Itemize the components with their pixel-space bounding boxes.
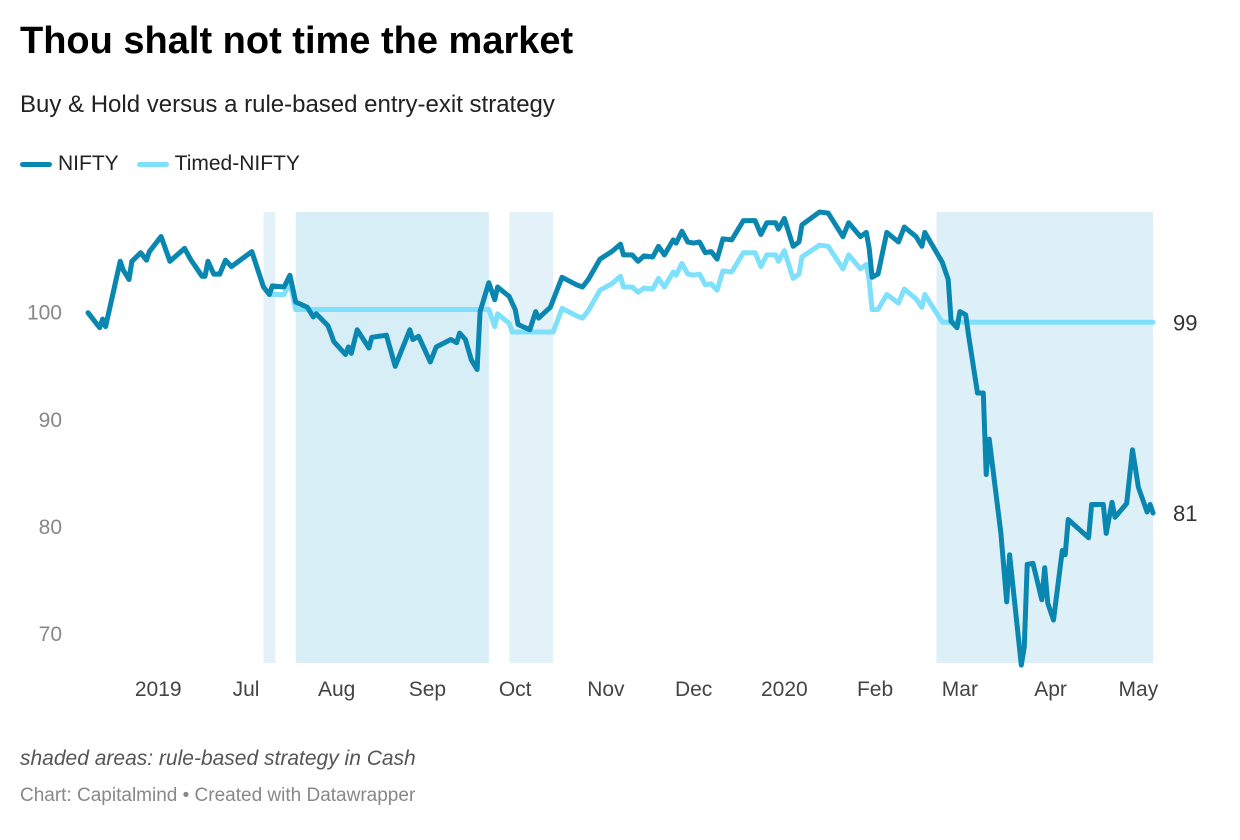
legend-swatch-nifty: [20, 161, 52, 167]
x-tick-label: Aug: [318, 678, 355, 701]
legend-label-timed-nifty: Timed-NIFTY: [174, 152, 300, 175]
x-tick-label: Feb: [857, 678, 893, 701]
x-tick-label: Mar: [942, 678, 978, 701]
cash-period-shade: [295, 212, 489, 663]
x-tick-label: Dec: [675, 678, 712, 701]
x-tick-label: Sep: [409, 678, 446, 701]
cash-period-shade: [509, 212, 554, 663]
series-line-nifty: [85, 209, 1156, 668]
y-tick-label: 70: [39, 623, 62, 646]
end-label-nifty: 81: [1173, 501, 1197, 526]
end-label-timed-nifty: 99: [1173, 310, 1197, 335]
chart-subtitle: Buy & Hold versus a rule-based entry-exi…: [20, 91, 555, 118]
legend-swatch-timed-nifty: [136, 161, 169, 167]
x-tick-label: Apr: [1034, 678, 1067, 701]
x-tick-label: Oct: [499, 678, 532, 701]
chart-notes: shaded areas: rule-based strategy in Cas…: [20, 747, 416, 770]
chart-title: Thou shalt not time the market: [20, 20, 574, 62]
legend-label-nifty: NIFTY: [58, 152, 119, 175]
x-tick-label: 2020: [761, 678, 808, 701]
y-tick-label: 100: [27, 302, 62, 325]
y-tick-label: 80: [39, 516, 62, 539]
y-tick-label: 90: [39, 409, 62, 432]
x-tick-label: Nov: [587, 678, 625, 701]
legend-item-timed-nifty: Timed-NIFTY: [136, 152, 300, 176]
x-tick-label: 2019: [135, 678, 182, 701]
cash-period-shade: [263, 212, 276, 663]
x-tick-label: May: [1119, 678, 1159, 701]
line-chart: 100 90 80 70 2019 Jul Aug Sep Oct Nov Dec 2020 Feb Ma…: [27, 209, 1197, 701]
legend-item-nifty: NIFTY: [20, 152, 119, 176]
legend: NIFTY Timed-NIFTY: [20, 152, 300, 176]
chart-source: Chart: Capitalmind • Created with Datawr…: [20, 785, 416, 806]
x-tick-label: Jul: [233, 678, 260, 701]
